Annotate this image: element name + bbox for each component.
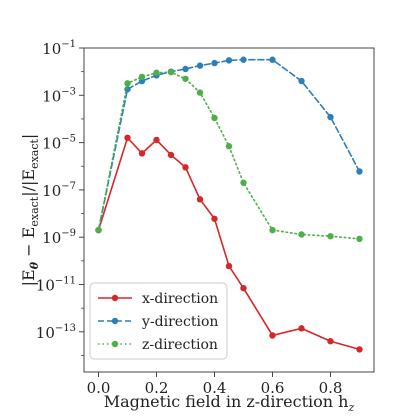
- data-point: [153, 69, 160, 76]
- y-tick-label: 10−9: [42, 228, 76, 247]
- data-point: [269, 226, 276, 234]
- series-line: [97, 71, 361, 240]
- data-point: [298, 325, 305, 332]
- legend-label: y-direction: [141, 314, 218, 330]
- data-point: [182, 65, 189, 73]
- data-point: [356, 346, 363, 353]
- data-point: [356, 235, 363, 243]
- x-tick-label: 0.8: [319, 379, 343, 397]
- plot-frame: [83, 47, 375, 373]
- legend-items: x-direction y-direction z-direction: [98, 291, 218, 353]
- data-point: [124, 134, 131, 141]
- data-point: [298, 231, 305, 238]
- data-point: [196, 196, 204, 203]
- data-point: [211, 114, 218, 122]
- legend-label: x-direction: [142, 291, 218, 307]
- data-point: [95, 226, 102, 234]
- data-point: [167, 151, 175, 159]
- legend-marker: [111, 340, 119, 348]
- data-point: [124, 80, 131, 87]
- data-point: [327, 233, 334, 240]
- data-point: [138, 150, 146, 157]
- data-point: [356, 168, 363, 175]
- legend-marker: [111, 294, 119, 302]
- data-point: [225, 262, 233, 270]
- data-point: [167, 68, 175, 76]
- legend: x-direction y-direction z-direction: [89, 282, 228, 360]
- legend-label: z-direction: [142, 337, 218, 353]
- x-axis-label: Magnetic field in z-direction hz: [104, 392, 355, 414]
- series-layer: [95, 56, 363, 353]
- data-point: [240, 179, 247, 186]
- x-tick-label: 0.4: [203, 379, 227, 397]
- data-point: [327, 338, 334, 345]
- y-tick-label: 10−3: [42, 86, 76, 105]
- y-tick-label: 10−7: [42, 181, 76, 200]
- data-point: [196, 62, 204, 69]
- legend-marker: [111, 317, 119, 325]
- y-tick-label: 10−11: [36, 275, 76, 294]
- y-tick-label: 10−5: [42, 134, 76, 153]
- data-point: [211, 215, 218, 222]
- data-point: [153, 136, 160, 144]
- data-point: [196, 89, 204, 96]
- y-tick-label: 10−13: [36, 323, 76, 342]
- data-point: [211, 59, 218, 67]
- data-point: [298, 77, 305, 85]
- data-point: [327, 113, 334, 121]
- x-tick-label: 0.0: [87, 379, 111, 397]
- data-point: [182, 164, 189, 171]
- data-point: [269, 56, 276, 63]
- legend-box: [89, 282, 228, 360]
- x-tick-label: 0.2: [145, 379, 169, 397]
- y-axis-label: |Eθ − Eexact|/|Eexact|: [19, 134, 41, 287]
- data-point: [225, 143, 233, 150]
- data-point: [240, 284, 247, 292]
- data-point: [182, 75, 189, 82]
- series-z-direction: [95, 68, 363, 243]
- data-point: [138, 73, 146, 81]
- x-tick-label: 0.6: [261, 379, 285, 397]
- axis-ticks: 0.0 0.2 0.4 0.6 0.8 10−13 10−11 10−9 10−7 10−5 10−…: [36, 39, 343, 397]
- y-tick-label: 10−1: [42, 39, 76, 58]
- data-point: [269, 332, 276, 339]
- data-point: [225, 57, 233, 64]
- data-point: [240, 56, 247, 63]
- series-line: [97, 136, 361, 351]
